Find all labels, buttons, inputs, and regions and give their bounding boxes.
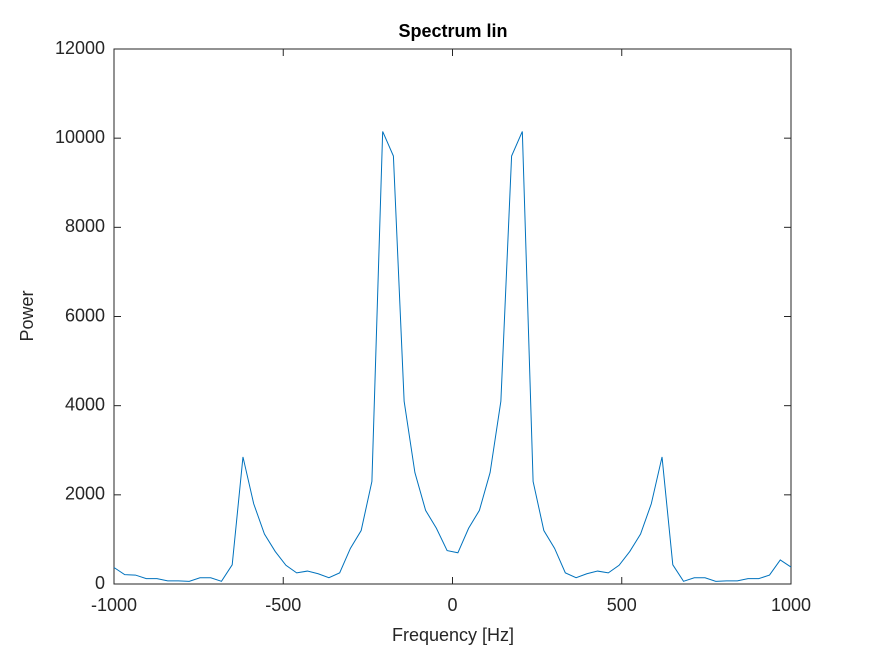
y-tick-label: 8000 xyxy=(65,216,105,236)
y-tick-label: 10000 xyxy=(55,127,105,147)
plot-area xyxy=(113,48,792,585)
x-tick-label: 500 xyxy=(607,595,637,615)
y-tick-label: 2000 xyxy=(65,484,105,504)
y-tick-label: 6000 xyxy=(65,305,105,325)
y-axis-label: Power xyxy=(17,290,37,341)
y-tick-label: 0 xyxy=(95,573,105,593)
x-tick-label: 1000 xyxy=(771,595,811,615)
data-line xyxy=(113,131,792,582)
chart-title: Spectrum lin xyxy=(398,21,507,41)
x-axis-label: Frequency [Hz] xyxy=(392,625,514,645)
y-tick-label: 12000 xyxy=(55,38,105,58)
x-tick-label: 0 xyxy=(447,595,457,615)
x-tick-label: -500 xyxy=(265,595,301,615)
x-tick-label: -1000 xyxy=(91,595,137,615)
y-tick-label: 4000 xyxy=(65,394,105,414)
